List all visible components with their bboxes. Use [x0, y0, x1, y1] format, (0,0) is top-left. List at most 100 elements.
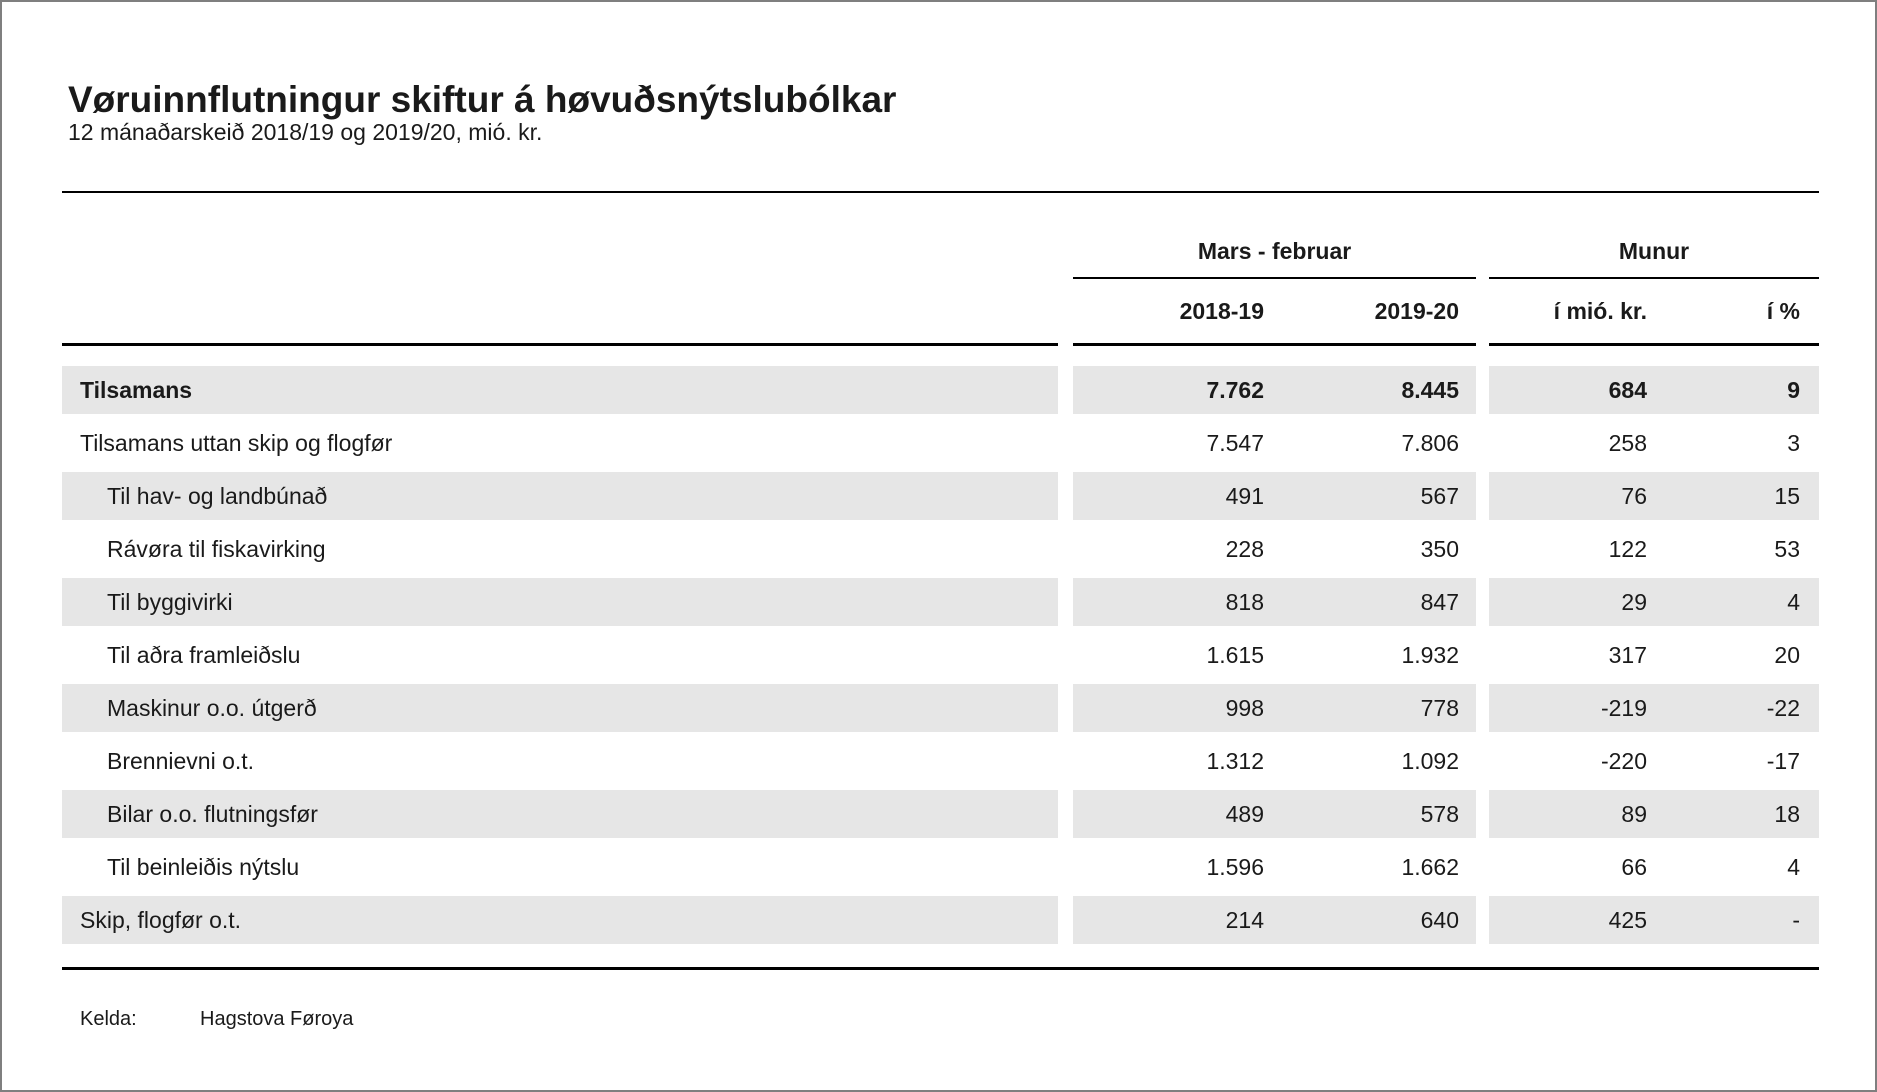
column-gap	[1476, 366, 1489, 419]
column-gap	[1476, 790, 1489, 843]
value-diff-pct: 18	[1774, 801, 1800, 827]
value-diff-kr: -219	[1600, 695, 1647, 721]
source-label: Kelda:	[80, 1008, 137, 1030]
value-2019-20: 350	[1420, 536, 1459, 562]
period-values: 998 778	[1073, 684, 1476, 732]
row-label: Til byggivirki	[62, 578, 1058, 626]
column-header-diff-kr: í mió. kr.	[1553, 298, 1647, 324]
column-gap	[1476, 419, 1489, 472]
period-values: 1.596 1.662	[1073, 843, 1476, 891]
row-label: Til aðra framleiðslu	[107, 642, 301, 668]
value-2018-19: 818	[1225, 589, 1264, 615]
value-diff-pct: 20	[1774, 642, 1800, 668]
diff-column-headers: í mió. kr. í %	[1489, 288, 1819, 334]
column-gap	[1476, 631, 1489, 684]
value-diff-pct: 15	[1774, 483, 1800, 509]
table-row: Bilar o.o. flutningsfør 489 578 89 18	[62, 790, 1819, 843]
column-gap	[1476, 578, 1489, 631]
row-label: Til hav- og landbúnað	[62, 472, 1058, 520]
column-gap	[1476, 843, 1489, 896]
diff-values: -219 -22	[1489, 684, 1819, 732]
row-label: Tilsamans uttan skip og flogfør	[80, 430, 393, 456]
period-values: 489 578	[1073, 790, 1476, 838]
diff-values: 89 18	[1489, 790, 1819, 838]
page-title: Vøruinnflutningur skiftur á høvuðsnýtslu…	[68, 78, 897, 120]
column-gap	[1058, 790, 1073, 843]
period-values: 491 567	[1073, 472, 1476, 520]
spacer	[62, 228, 1058, 274]
column-header-2019-20: 2019-20	[1374, 298, 1459, 324]
period-group-underline	[1073, 277, 1476, 279]
value-2018-19: 491	[1225, 483, 1264, 509]
value-2018-19: 998	[1225, 695, 1264, 721]
value-diff-kr: 66	[1621, 854, 1647, 880]
bottom-divider	[62, 967, 1819, 970]
table-row: Maskinur o.o. útgerð 998 778 -219 -22	[62, 684, 1819, 737]
column-group-diff: Munur	[1618, 238, 1690, 264]
column-gap	[1058, 366, 1073, 419]
diff-values: 122 53	[1489, 525, 1819, 573]
diff-values: 29 4	[1489, 578, 1819, 626]
diff-group-underline	[1489, 277, 1819, 279]
column-gap	[1058, 419, 1073, 472]
period-values: 214 640	[1073, 896, 1476, 944]
column-gap	[1058, 843, 1073, 896]
column-gap	[1058, 684, 1073, 737]
header-underline-row	[62, 343, 1819, 346]
row-label: Maskinur o.o. útgerð	[62, 684, 1058, 732]
row-label: Rávøra til fiskavirking	[107, 536, 326, 562]
period-values: 1.312 1.092	[1073, 737, 1476, 785]
value-diff-kr: 76	[1621, 483, 1647, 509]
row-label: Bilar o.o. flutningsfør	[62, 790, 1058, 838]
period-values: 7.762 8.445	[1073, 366, 1476, 414]
column-gap	[1058, 737, 1073, 790]
value-2019-20: 778	[1420, 695, 1459, 721]
value-2018-19: 7.547	[1206, 430, 1264, 456]
diff-values: 66 4	[1489, 843, 1819, 891]
value-2019-20: 567	[1420, 483, 1459, 509]
table-row: Brennievni o.t. 1.312 1.092 -220 -17	[62, 737, 1819, 790]
column-gap	[1476, 228, 1489, 274]
value-diff-kr: 29	[1621, 589, 1647, 615]
period-values: 7.547 7.806	[1073, 419, 1476, 467]
value-diff-pct: 9	[1787, 377, 1800, 403]
table-row: Rávøra til fiskavirking 228 350 122 53	[62, 525, 1819, 578]
value-2018-19: 489	[1225, 801, 1264, 827]
value-diff-pct: -	[1792, 907, 1800, 933]
diff-values: 684 9	[1489, 366, 1819, 414]
column-gap	[1058, 631, 1073, 684]
column-gap	[1476, 525, 1489, 578]
column-gap	[1058, 228, 1073, 274]
value-2018-19: 1.596	[1206, 854, 1264, 880]
period-column-headers: 2018-19 2019-20	[1073, 288, 1476, 334]
column-gap	[1476, 472, 1489, 525]
column-group-underline-row	[62, 277, 1819, 279]
diff-columns-underline	[1489, 343, 1819, 346]
value-2019-20: 1.092	[1401, 748, 1459, 774]
column-header-row: 2018-19 2019-20 í mió. kr. í %	[62, 288, 1819, 334]
value-2019-20: 578	[1420, 801, 1459, 827]
value-diff-pct: 3	[1787, 430, 1800, 456]
column-gap	[1476, 896, 1489, 949]
value-2019-20: 1.932	[1401, 642, 1459, 668]
period-values: 228 350	[1073, 525, 1476, 573]
column-header-2018-19: 2018-19	[1179, 298, 1264, 324]
diff-values: 76 15	[1489, 472, 1819, 520]
period-columns-underline	[1073, 343, 1476, 346]
period-values: 818 847	[1073, 578, 1476, 626]
column-gap	[1476, 343, 1489, 346]
value-diff-kr: 89	[1621, 801, 1647, 827]
label-column-underline	[62, 343, 1058, 346]
period-values: 1.615 1.932	[1073, 631, 1476, 679]
source-note: Kelda: Hagstova Føroya	[80, 1004, 353, 1034]
column-gap	[1058, 896, 1073, 949]
diff-values: 258 3	[1489, 419, 1819, 467]
column-gap	[1058, 525, 1073, 578]
source-value: Hagstova Føroya	[200, 1008, 354, 1030]
column-gap	[1476, 737, 1489, 790]
value-diff-kr: 317	[1608, 642, 1647, 668]
column-gap	[1058, 472, 1073, 525]
value-2018-19: 228	[1225, 536, 1264, 562]
diff-values: 425 -	[1489, 896, 1819, 944]
